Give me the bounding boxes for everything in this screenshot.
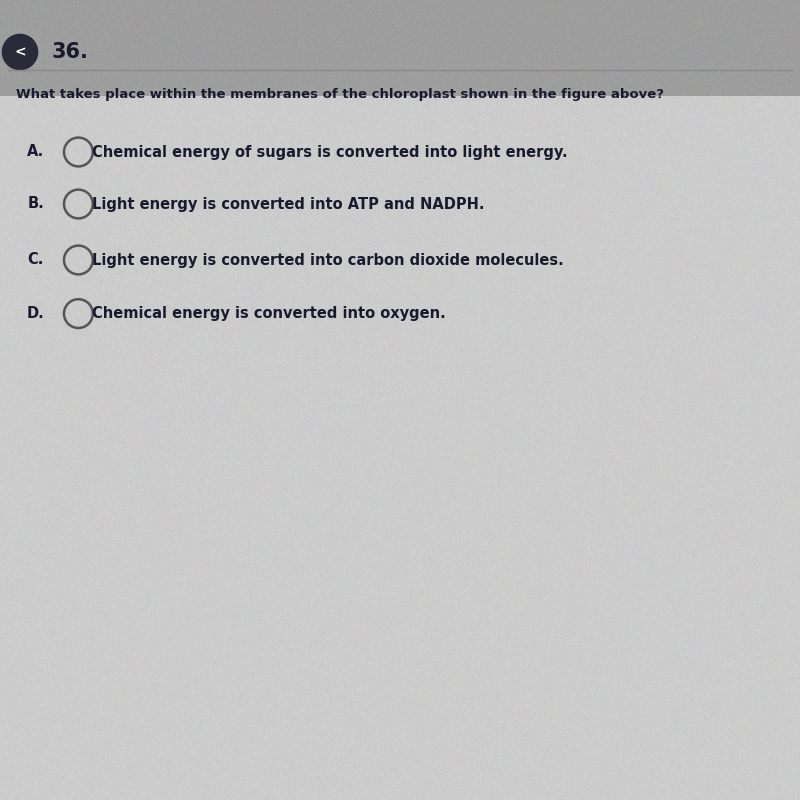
Text: What takes place within the membranes of the chloroplast shown in the figure abo: What takes place within the membranes of… <box>16 88 664 101</box>
Text: Chemical energy of sugars is converted into light energy.: Chemical energy of sugars is converted i… <box>92 145 568 159</box>
Text: B.: B. <box>27 197 44 211</box>
Text: Light energy is converted into ATP and NADPH.: Light energy is converted into ATP and N… <box>92 197 485 211</box>
Circle shape <box>2 34 38 70</box>
Text: D.: D. <box>26 306 44 321</box>
Text: Chemical energy is converted into oxygen.: Chemical energy is converted into oxygen… <box>92 306 446 321</box>
Text: <: < <box>14 45 26 59</box>
Text: Light energy is converted into carbon dioxide molecules.: Light energy is converted into carbon di… <box>92 253 564 267</box>
Text: 36.: 36. <box>52 42 89 62</box>
Text: A.: A. <box>26 145 44 159</box>
Text: C.: C. <box>28 253 44 267</box>
